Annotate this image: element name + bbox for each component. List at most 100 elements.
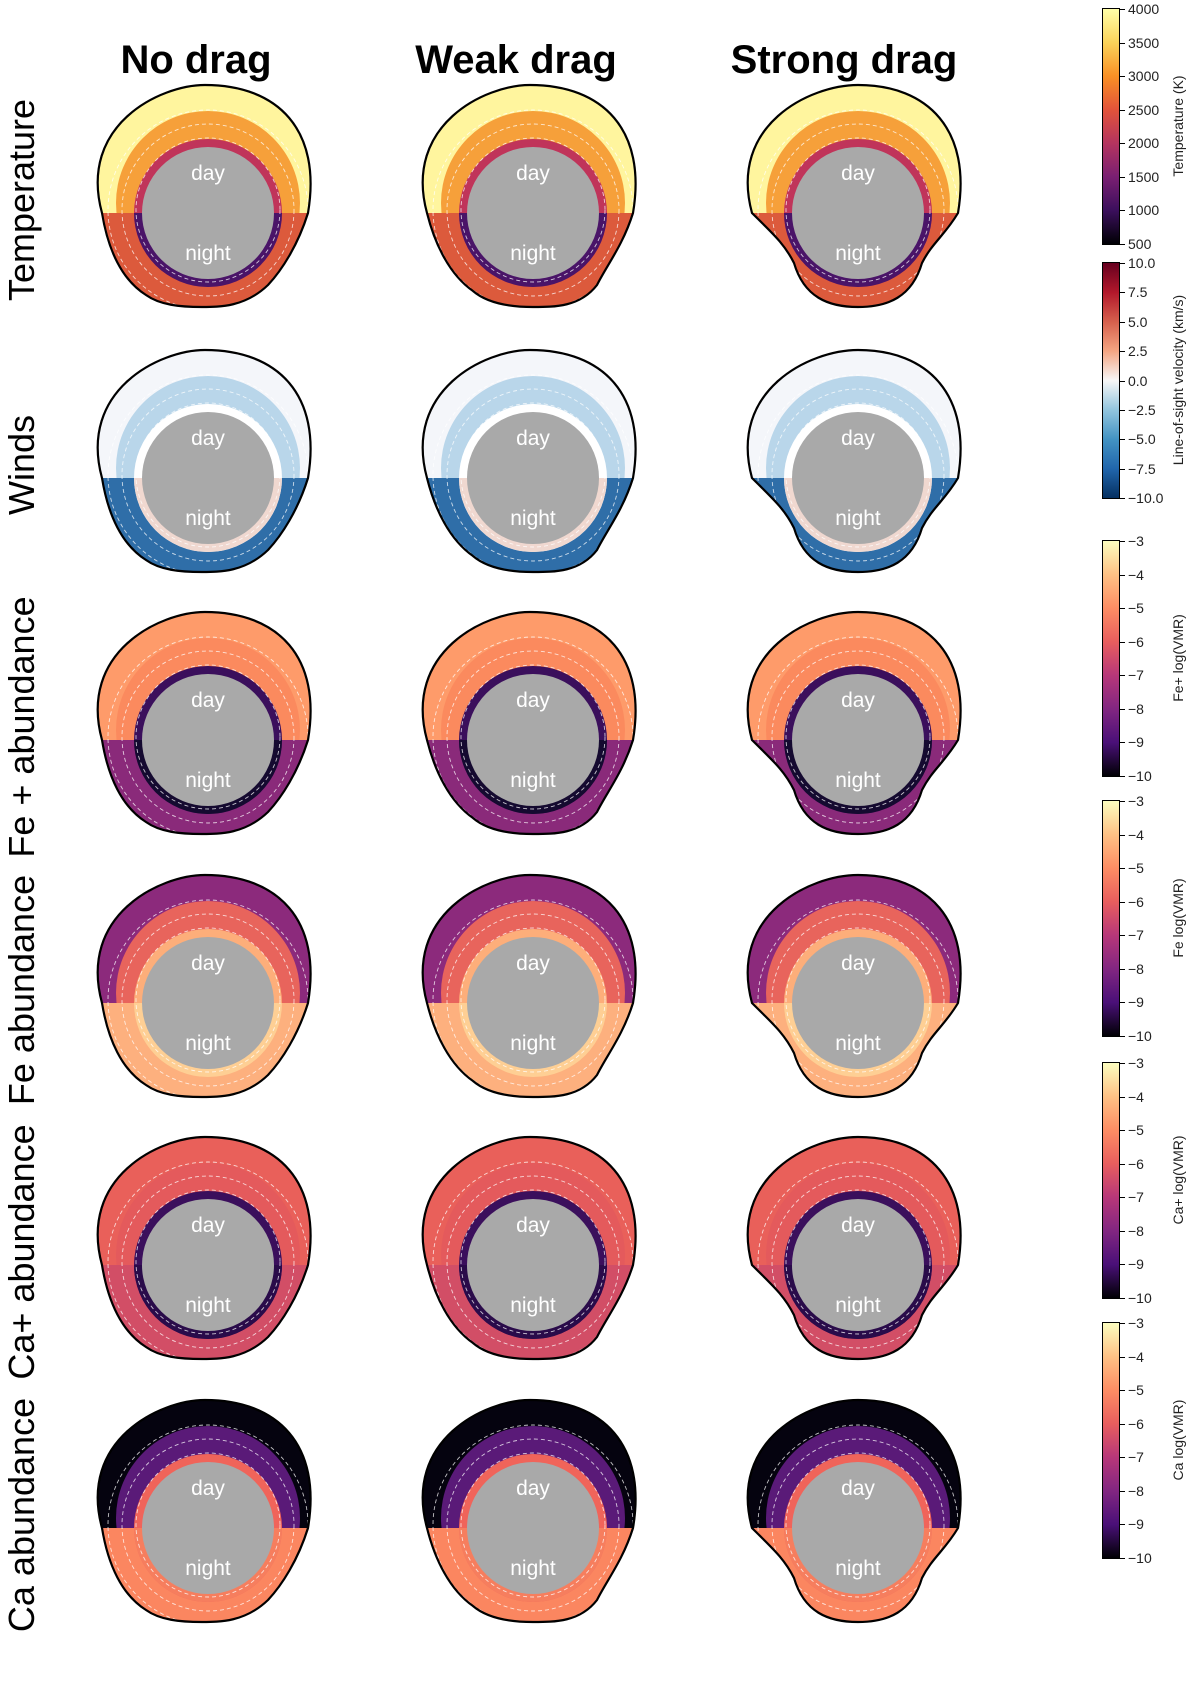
colorbar-tick-label: 7.5	[1128, 284, 1148, 301]
day-label: day	[191, 952, 225, 975]
night-label: night	[510, 507, 556, 530]
colorbar-title-text: Fe+ log(VMR)	[1170, 613, 1186, 702]
planet-disk	[792, 674, 924, 806]
row-label-text: Winds	[1, 414, 42, 516]
atmosphere-map: day night	[421, 348, 637, 574]
colorbar-tick	[1120, 9, 1125, 10]
row-label-text: Fe + abundance	[1, 596, 42, 858]
colorbar-tick-label: 1000	[1128, 202, 1160, 219]
atmosphere-map: day night	[96, 1398, 312, 1624]
colorbar-tick	[1120, 1130, 1125, 1132]
day-label: day	[841, 162, 875, 185]
colorbar-tick-label: −10.0	[1128, 490, 1164, 506]
colorbar-tick	[1120, 675, 1125, 677]
colorbar-tick-label: −6	[1128, 1415, 1144, 1432]
column-title-weak-drag: Weak drag	[415, 38, 617, 82]
colorbar-tick	[1120, 708, 1125, 710]
atmosphere-map: day night	[421, 873, 637, 1099]
planet-disk	[467, 147, 599, 279]
colorbar-tick	[1120, 641, 1125, 643]
atmosphere-map: day night	[421, 1135, 637, 1361]
planet-disk	[142, 1462, 274, 1594]
day-label: day	[841, 952, 875, 975]
atmosphere-map: day night	[746, 348, 962, 574]
colorbar-tick	[1120, 1036, 1125, 1037]
colorbar-tick	[1120, 1298, 1125, 1299]
day-label: day	[841, 1214, 875, 1237]
colorbar-tick	[1120, 1558, 1125, 1559]
atmosphere-map: day night	[96, 1135, 312, 1361]
planet-disk	[792, 937, 924, 1069]
colorbar-tick	[1120, 1356, 1125, 1358]
row-label-text: Temperature	[1, 98, 42, 302]
row-label-text: Ca+ abundance	[1, 1124, 42, 1380]
planet-disk	[792, 147, 924, 279]
colorbar-tick-label: −3	[1128, 533, 1144, 549]
planet-disk	[792, 1462, 924, 1594]
colorbar-fe-abundance	[1102, 800, 1120, 1037]
panel-winds-strong-drag: day night	[700, 348, 1000, 590]
day-label: day	[516, 1214, 550, 1237]
colorbar-tick-label: −5.0	[1128, 431, 1156, 448]
planet-disk	[467, 937, 599, 1069]
row-label-text: Fe abundance	[1, 874, 42, 1106]
night-label: night	[185, 242, 231, 265]
colorbar-tick-label: −7	[1128, 927, 1144, 944]
colorbar-tick-label: −4	[1128, 1348, 1144, 1365]
atmosphere-map: day night	[746, 873, 962, 1099]
colorbar-tick-label: −10	[1128, 1550, 1152, 1566]
colorbar-title-text: Ca+ log(VMR)	[1170, 1134, 1186, 1225]
colorbar-tick-label: −9	[1128, 994, 1144, 1011]
colorbar-tick-label: −5	[1128, 600, 1144, 617]
colorbar-tick-label: −8	[1128, 1482, 1144, 1499]
day-label: day	[516, 427, 550, 450]
day-label: day	[841, 427, 875, 450]
atmosphere-map: day night	[421, 610, 637, 836]
colorbar-tick	[1120, 1264, 1125, 1266]
colorbar-tick-label: −6	[1128, 893, 1144, 910]
colorbar-tick	[1120, 742, 1125, 744]
column-title-no-drag: No drag	[120, 38, 272, 82]
panel-ca-abundance-weak-drag: day night	[375, 1135, 675, 1377]
colorbar-tick-label: −10	[1128, 768, 1152, 784]
panel-ca-abundance-strong-drag: day night	[700, 1398, 1000, 1640]
colorbar-tick-label: −8	[1128, 960, 1144, 977]
colorbar-fe-abundance	[1102, 540, 1120, 777]
day-label: day	[516, 952, 550, 975]
colorbar-tick-label: 1500	[1128, 168, 1160, 185]
planet-disk	[467, 412, 599, 544]
planet-disk	[792, 1199, 924, 1331]
day-label: day	[841, 689, 875, 712]
planet-disk	[142, 937, 274, 1069]
colorbar-winds	[1102, 262, 1120, 499]
colorbar-title-text: Fe log(VMR)	[1170, 877, 1186, 958]
colorbar-tick-label: 5.0	[1128, 313, 1148, 330]
colorbar-tick	[1120, 968, 1125, 970]
colorbar-tick-label: −3	[1128, 1055, 1144, 1071]
night-label: night	[835, 769, 881, 792]
colorbar-tick-label: 4000	[1128, 1, 1160, 17]
panel-fe-abundance-no-drag: day night	[50, 610, 350, 852]
colorbar-tick-label: −7.5	[1128, 460, 1156, 477]
night-label: night	[510, 1557, 556, 1580]
colorbar-tick	[1120, 176, 1125, 178]
colorbar-tick-label: −10	[1128, 1290, 1152, 1306]
day-label: day	[516, 1477, 550, 1500]
atmosphere-map: day night	[421, 83, 637, 309]
atmosphere-map: day night	[96, 348, 312, 574]
colorbar-tick	[1120, 1490, 1125, 1492]
colorbar-tick	[1120, 109, 1125, 111]
colorbar-tick	[1120, 263, 1125, 264]
colorbar-tick-label: −3	[1128, 1315, 1144, 1331]
panel-ca-abundance-weak-drag: day night	[375, 1398, 675, 1640]
atmosphere-map: day night	[96, 873, 312, 1099]
colorbar-tick	[1120, 1163, 1125, 1165]
night-label: night	[835, 1557, 881, 1580]
planet-disk	[142, 147, 274, 279]
colorbar-tick-label: −9	[1128, 1516, 1144, 1533]
night-label: night	[835, 242, 881, 265]
panel-fe-abundance-weak-drag: day night	[375, 873, 675, 1115]
planet-disk	[142, 1199, 274, 1331]
colorbar-tick	[1120, 380, 1125, 382]
